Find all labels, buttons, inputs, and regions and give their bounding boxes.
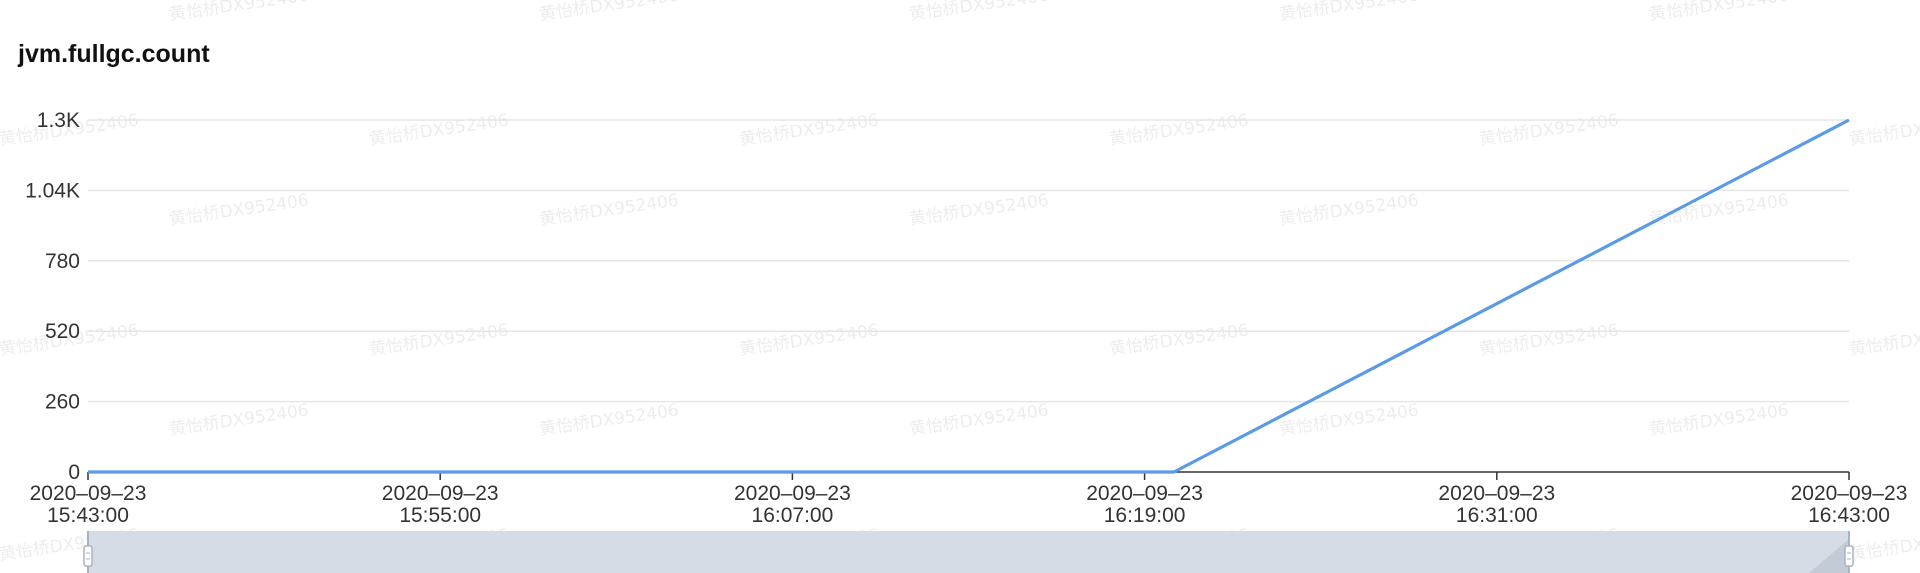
y-axis: 0 260 520 780 1.04K 1.3K [25,109,80,484]
watermark-text: 黄怡桥DX952406 [1848,111,1920,150]
x-tick-time: 15:43:00 [47,504,129,527]
grid-lines [88,119,1849,403]
watermark-text: 黄怡桥DX952406 [538,191,680,230]
watermark-text: 黄怡桥DX952406 [1108,111,1250,150]
watermark-text: 黄怡桥DX952406 [908,0,1050,25]
watermark-text: 黄怡桥DX952406 [1848,526,1920,565]
watermark-text: 黄怡桥DX952406 [908,191,1050,230]
watermark-text: 黄怡桥DX952406 [1278,191,1420,230]
zoom-handle-grip [1844,545,1854,567]
watermark-text: 黄怡桥DX952406 [538,401,680,440]
watermark-text: 黄怡桥DX952406 [1648,0,1790,25]
watermark-text: 黄怡桥DX952406 [168,191,310,230]
x-tick-date: 2020–09–23 [734,482,851,505]
watermark-text: 黄怡桥DX952406 [168,0,310,25]
x-tick-date: 2020–09–23 [1791,482,1908,505]
watermark-text: 黄怡桥DX952406 [738,321,880,360]
x-tick-time: 16:43:00 [1808,504,1890,527]
watermark-text: 黄怡桥DX952406 [738,111,880,150]
x-tick-time: 16:31:00 [1456,504,1538,527]
series-layer [88,118,1850,474]
watermark-text: 黄怡桥DX952406 [168,401,310,440]
watermark-text: 黄怡桥DX952406 [1648,191,1790,230]
zoom-handle-grip [83,545,93,567]
x-tick-date: 2020–09–23 [30,482,147,505]
y-tick-label: 520 [45,320,80,343]
x-tick-time: 15:55:00 [399,504,481,527]
watermark-text: 黄怡桥DX952406 [1648,401,1790,440]
y-tick-label: 260 [45,391,80,414]
watermark-text: 黄怡桥DX952406 [908,401,1050,440]
zoom-data-shadow [1809,539,1849,573]
x-axis: 2020–09–2315:43:002020–09–2315:55:002020… [30,471,1908,527]
watermark-text: 黄怡桥DX952406 [538,0,680,25]
watermark-text: 黄怡桥DX952406 [1478,321,1620,360]
zoom-handle-left[interactable] [83,531,93,573]
series-line [88,118,1850,474]
zoom-slider [83,531,1854,573]
watermark-text: 黄怡桥DX952406 [368,111,510,150]
y-tick-label: 1.04K [25,179,80,202]
watermark-text: 黄怡桥DX952406 [1478,111,1620,150]
x-tick-time: 16:07:00 [752,504,834,527]
chart-title: jvm.fullgc.count [18,40,210,68]
y-tick-label: 0 [68,461,80,484]
x-tick-date: 2020–09–23 [382,482,499,505]
watermark-text: 黄怡桥DX952406 [368,321,510,360]
y-tick-label: 1.3K [37,109,80,132]
x-tick-date: 2020–09–23 [1438,482,1555,505]
zoom-window [88,531,1849,573]
watermark-text: 黄怡桥DX952406 [1848,321,1920,360]
y-tick-label: 780 [45,250,80,273]
x-tick-time: 16:19:00 [1104,504,1186,527]
watermark-text: 黄怡桥DX952406 [1108,321,1250,360]
x-tick-date: 2020–09–23 [1086,482,1203,505]
zoom-handle-right[interactable] [1844,531,1854,573]
watermark-text: 黄怡桥DX952406 [1278,0,1420,25]
